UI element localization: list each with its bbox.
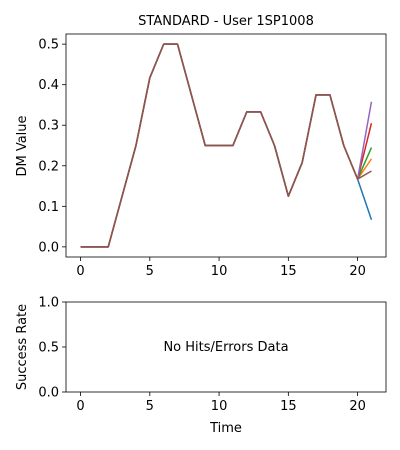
y-axis-label: Success Rate	[15, 304, 30, 390]
x-tick-label: 15	[280, 264, 297, 279]
series-lines	[80, 43, 373, 248]
plot-area-frame	[65, 33, 387, 258]
y-tick-label: 0.3	[38, 119, 59, 134]
y-tick-label: 1.0	[38, 296, 59, 311]
x-tick-label: 10	[211, 399, 228, 414]
x-tick-label: 20	[349, 399, 366, 414]
y-tick-label: 0.0	[38, 240, 59, 255]
x-tick-label: 10	[211, 264, 228, 279]
plot-area-frame	[65, 301, 387, 393]
x-tick-label: 0	[76, 264, 84, 279]
dm-value-chart: STANDARD - User 1SP1008 0 5 10 15 20 0.00.10…	[15, 14, 387, 279]
chart-title: STANDARD - User 1SP1008	[138, 14, 314, 29]
y-axis-ticks: 0.0 0.5 1.0	[38, 296, 66, 401]
x-tick-label: 5	[146, 264, 154, 279]
x-axis-ticks: 0 5 10 15 20	[76, 257, 366, 279]
x-tick-label: 15	[280, 399, 297, 414]
y-axis-label: DM Value	[15, 115, 30, 176]
y-tick-label: 0.0	[38, 386, 59, 401]
y-axis-ticks: 0.0 0.1 0.2 0.3 0.4 0.5	[38, 38, 66, 255]
x-axis-ticks: 0 5 10 15 20	[76, 392, 366, 414]
x-tick-label: 5	[146, 399, 154, 414]
y-tick-label: 0.2	[38, 159, 59, 174]
x-tick-label: 0	[76, 399, 84, 414]
success-rate-chart: 0 5 10 15 20 0.0 0.5 1.0 No Hits/Errors Data S…	[15, 296, 387, 436]
x-tick-label: 20	[349, 264, 366, 279]
y-tick-label: 0.5	[38, 341, 59, 356]
series-line-6	[80, 43, 372, 248]
y-tick-label: 0.4	[38, 78, 59, 93]
no-data-annotation: No Hits/Errors Data	[163, 340, 288, 355]
y-tick-label: 0.1	[38, 200, 59, 215]
x-axis-label: Time	[209, 421, 242, 436]
y-tick-label: 0.5	[38, 38, 59, 53]
